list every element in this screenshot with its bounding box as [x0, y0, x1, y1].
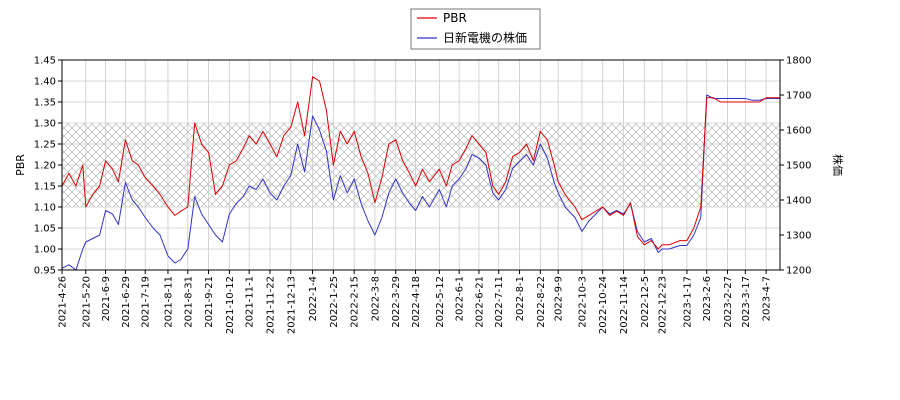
- left-tick-label: 1.30: [34, 119, 56, 130]
- left-axis: 0.95 1.00 1.05 1.10 1.15 1.20 1.25 1.30 1.35 1.40…: [34, 56, 62, 277]
- x-tick-label: 2023-4-7: [762, 276, 773, 321]
- x-tick-label: 2022-6-21: [474, 276, 485, 328]
- x-tick-label: 2022-3-29: [391, 276, 402, 328]
- x-tick-label: 2023-2-27: [723, 276, 734, 328]
- left-tick-label: 1.40: [34, 77, 56, 88]
- legend-box: [410, 8, 541, 50]
- x-tick-label: 2021-6-29: [121, 276, 132, 328]
- left-tick-label: 1.35: [34, 98, 56, 109]
- x-tick-label: 2022-8-22: [536, 276, 547, 328]
- right-tick-label: 1200: [786, 266, 811, 277]
- left-tick-label: 1.25: [34, 140, 56, 151]
- x-tick-label: 2022-4-18: [411, 276, 422, 328]
- x-tick-label: 2022-9-9: [554, 276, 565, 321]
- left-tick-label: 1.00: [34, 245, 56, 256]
- x-tick-label: 2021-9-21: [204, 276, 215, 328]
- x-tick-label: 2021-5-20: [81, 276, 92, 328]
- series-layer: [62, 76, 780, 270]
- x-tick-label: 2021-11-1: [245, 276, 256, 328]
- right-tick-label: 1400: [786, 196, 811, 207]
- series-line-price: [62, 94, 780, 270]
- left-tick-label: 1.20: [34, 161, 56, 172]
- x-tick-label: 2021-11-22: [265, 276, 276, 334]
- x-tick-label: 2022-1-25: [329, 276, 340, 328]
- legend-label-pbr: PBR: [443, 11, 467, 25]
- x-tick-label: 2022-11-14: [619, 276, 630, 334]
- x-tick-label: 2021-6-9: [101, 276, 112, 321]
- legend-label-price: 日新電機の株価: [443, 30, 527, 45]
- x-tick-label: 2022-12-5: [640, 276, 651, 328]
- x-tick-label: 2022-10-24: [598, 276, 609, 334]
- x-tick-label: 2021-8-11: [163, 276, 174, 328]
- left-tick-label: 1.45: [34, 56, 56, 67]
- x-tick-label: 2022-8-1: [515, 276, 526, 321]
- right-tick-label: 1700: [786, 91, 811, 102]
- right-axis: 1200 1300 1400 1500 1600 1700 1800: [780, 56, 811, 277]
- x-tick-label: 2022-1-4: [308, 276, 319, 321]
- x-tick-label: 2021-10-12: [225, 276, 236, 334]
- x-tick-label: 2023-2-6: [702, 276, 713, 321]
- x-tick-label: 2022-6-1: [455, 276, 466, 321]
- x-tick-label: 2022-2-15: [350, 276, 361, 328]
- x-tick-label: 2023-3-17: [741, 276, 752, 328]
- left-tick-label: 1.15: [34, 182, 56, 193]
- left-tick-label: 1.10: [34, 203, 56, 214]
- left-axis-title: PBR: [14, 154, 27, 176]
- x-tick-label: 2022-12-23: [658, 276, 669, 334]
- x-tick-label: 2021-8-31: [183, 276, 194, 328]
- grid: [61, 59, 780, 271]
- right-tick-label: 1300: [786, 231, 811, 242]
- right-tick-label: 1600: [786, 126, 811, 137]
- x-tick-label: 2022-3-8: [370, 276, 381, 321]
- x-tick-label: 2022-10-3: [577, 276, 588, 328]
- right-axis-title: 株価: [831, 154, 845, 176]
- x-axis: 2021-4-26 2021-5-20 2021-6-9 2021-6-29 2021-…: [58, 270, 773, 334]
- x-tick-label: 2021-4-26: [58, 276, 69, 328]
- x-tick-label: 2021-12-13: [286, 276, 297, 334]
- right-tick-label: 1500: [786, 161, 811, 172]
- series-line-pbr: [62, 76, 780, 250]
- x-tick-label: 2022-7-11: [494, 276, 505, 328]
- x-tick-label: 2022-5-12: [435, 276, 446, 328]
- x-tick-label: 2023-1-17: [682, 276, 693, 328]
- right-tick-label: 1800: [786, 56, 811, 67]
- left-tick-label: 1.05: [34, 224, 56, 235]
- left-tick-label: 0.95: [34, 266, 56, 277]
- legend: PBR 日新電機の株価: [410, 8, 541, 50]
- x-tick-label: 2021-7-19: [141, 276, 152, 328]
